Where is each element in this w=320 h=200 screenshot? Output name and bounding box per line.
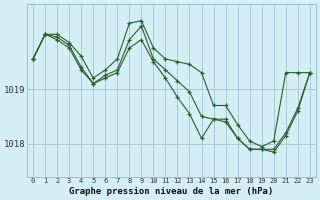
X-axis label: Graphe pression niveau de la mer (hPa): Graphe pression niveau de la mer (hPa) bbox=[69, 187, 274, 196]
